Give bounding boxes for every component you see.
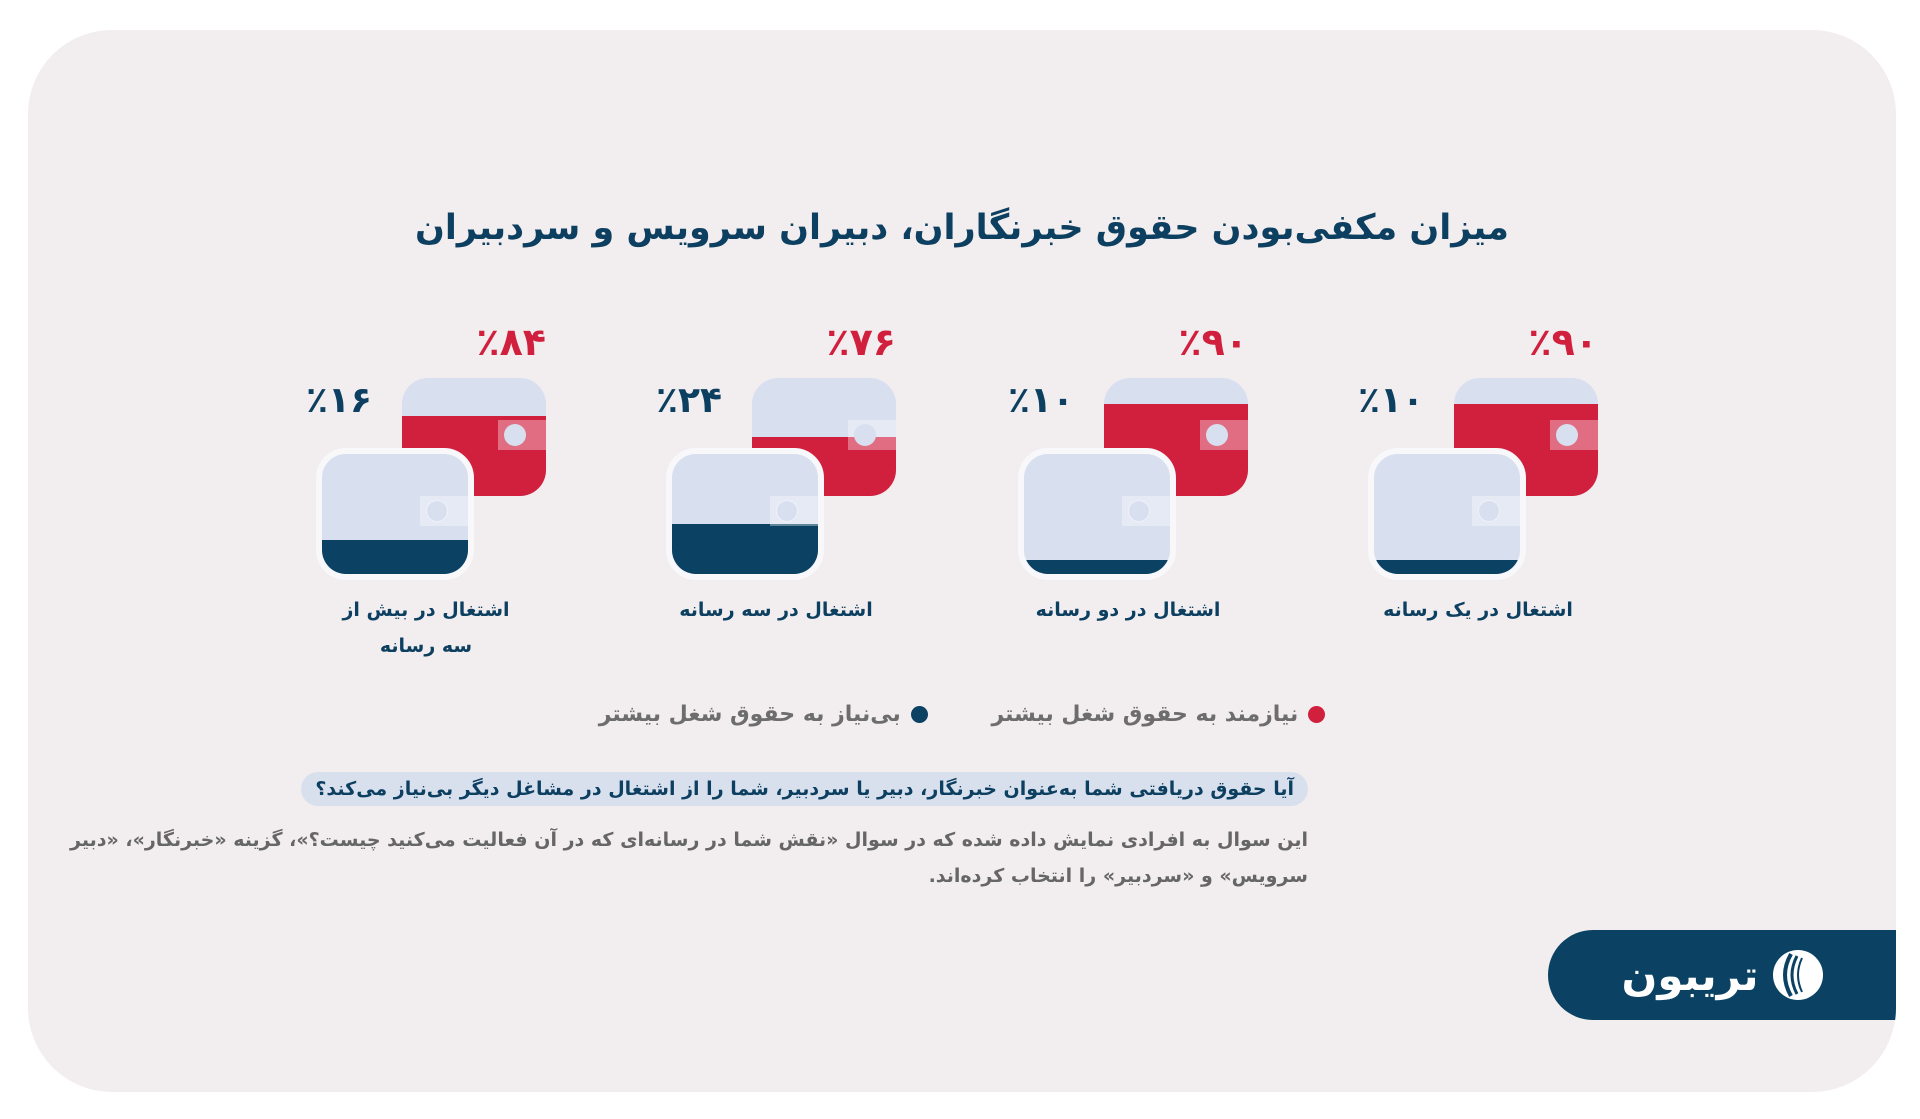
navy-fill — [672, 523, 818, 574]
need-more-percent: ٪۹۰ — [1528, 320, 1599, 364]
legend-label: نیازمند به حقوق شغل بیشتر — [991, 702, 1299, 727]
wallet-clasp-icon — [1550, 420, 1598, 450]
group-two-media: ٪۹۰ ٪۱۰ اشتغال در دو رسانه — [1008, 320, 1249, 660]
chart-title: میزان مکفی‌بودن حقوق خبرنگاران، دبیران س… — [415, 208, 1509, 248]
legend: نیازمند به حقوق شغل بیشتر بی‌نیاز به حقو… — [28, 702, 1896, 729]
navy-dot-icon — [910, 706, 928, 723]
navy-fill — [1024, 559, 1170, 574]
wallet-red-icon — [1104, 378, 1248, 496]
wallet-clasp-icon — [848, 420, 896, 450]
no-need-percent: ٪۱۰ — [1008, 380, 1075, 421]
brand-logo: تریبون — [1548, 930, 1896, 1020]
tribune-logo-icon — [1771, 948, 1825, 1002]
wallet-navy-icon — [1368, 448, 1526, 580]
legend-item-need-more: نیازمند به حقوق شغل بیشتر — [991, 702, 1326, 727]
wallet-clasp-icon — [1472, 496, 1520, 526]
wallet-red-icon — [402, 378, 546, 496]
need-more-percent: ٪۸۴ — [476, 320, 547, 364]
group-more-than-three-media: ٪۸۴ ٪۱۶ اشتغال در بیش از سه رسانه — [306, 320, 547, 660]
group-one-media: ٪۹۰ ٪۱۰ اشتغال در یک رسانه — [1358, 320, 1599, 660]
wallet-clasp-icon — [1200, 420, 1248, 450]
group-label: اشتغال در بیش از سه رسانه — [342, 599, 510, 657]
wallet-clasp-icon — [1122, 496, 1170, 526]
infographic-card: میزان مکفی‌بودن حقوق خبرنگاران، دبیران س… — [28, 30, 1896, 1092]
group-label: اشتغال در دو رسانه — [1035, 599, 1221, 621]
group-label: اشتغال در سه رسانه — [679, 599, 873, 621]
need-more-percent: ٪۷۶ — [826, 320, 897, 364]
wallet-navy-icon — [316, 448, 474, 580]
no-need-percent: ٪۱۶ — [306, 380, 373, 421]
wallet-clasp-icon — [498, 420, 546, 450]
wallet-navy-icon — [1018, 448, 1176, 580]
survey-question: آیا حقوق دریافتی شما به‌عنوان خبرنگار، د… — [301, 772, 1308, 806]
wallet-clasp-icon — [770, 496, 818, 526]
logo-text: تریبون — [1621, 950, 1759, 1000]
need-more-percent: ٪۹۰ — [1178, 320, 1249, 364]
legend-label: بی‌نیاز به حقوق شغل بیشتر — [598, 702, 901, 727]
wallet-navy-icon — [666, 448, 824, 580]
navy-fill — [1374, 559, 1520, 574]
navy-fill — [322, 540, 468, 574]
legend-item-no-need: بی‌نیاز به حقوق شغل بیشتر — [599, 702, 928, 727]
no-need-percent: ٪۱۰ — [1358, 380, 1425, 421]
no-need-percent: ٪۲۴ — [656, 380, 723, 421]
footnote: این سوال به افرادی نمایش داده شده که در … — [70, 829, 1308, 887]
wallet-clasp-icon — [420, 496, 468, 526]
group-three-media: ٪۷۶ ٪۲۴ اشتغال در سه رسانه — [656, 320, 897, 660]
red-dot-icon — [1308, 706, 1326, 723]
group-label: اشتغال در یک رسانه — [1383, 599, 1573, 621]
